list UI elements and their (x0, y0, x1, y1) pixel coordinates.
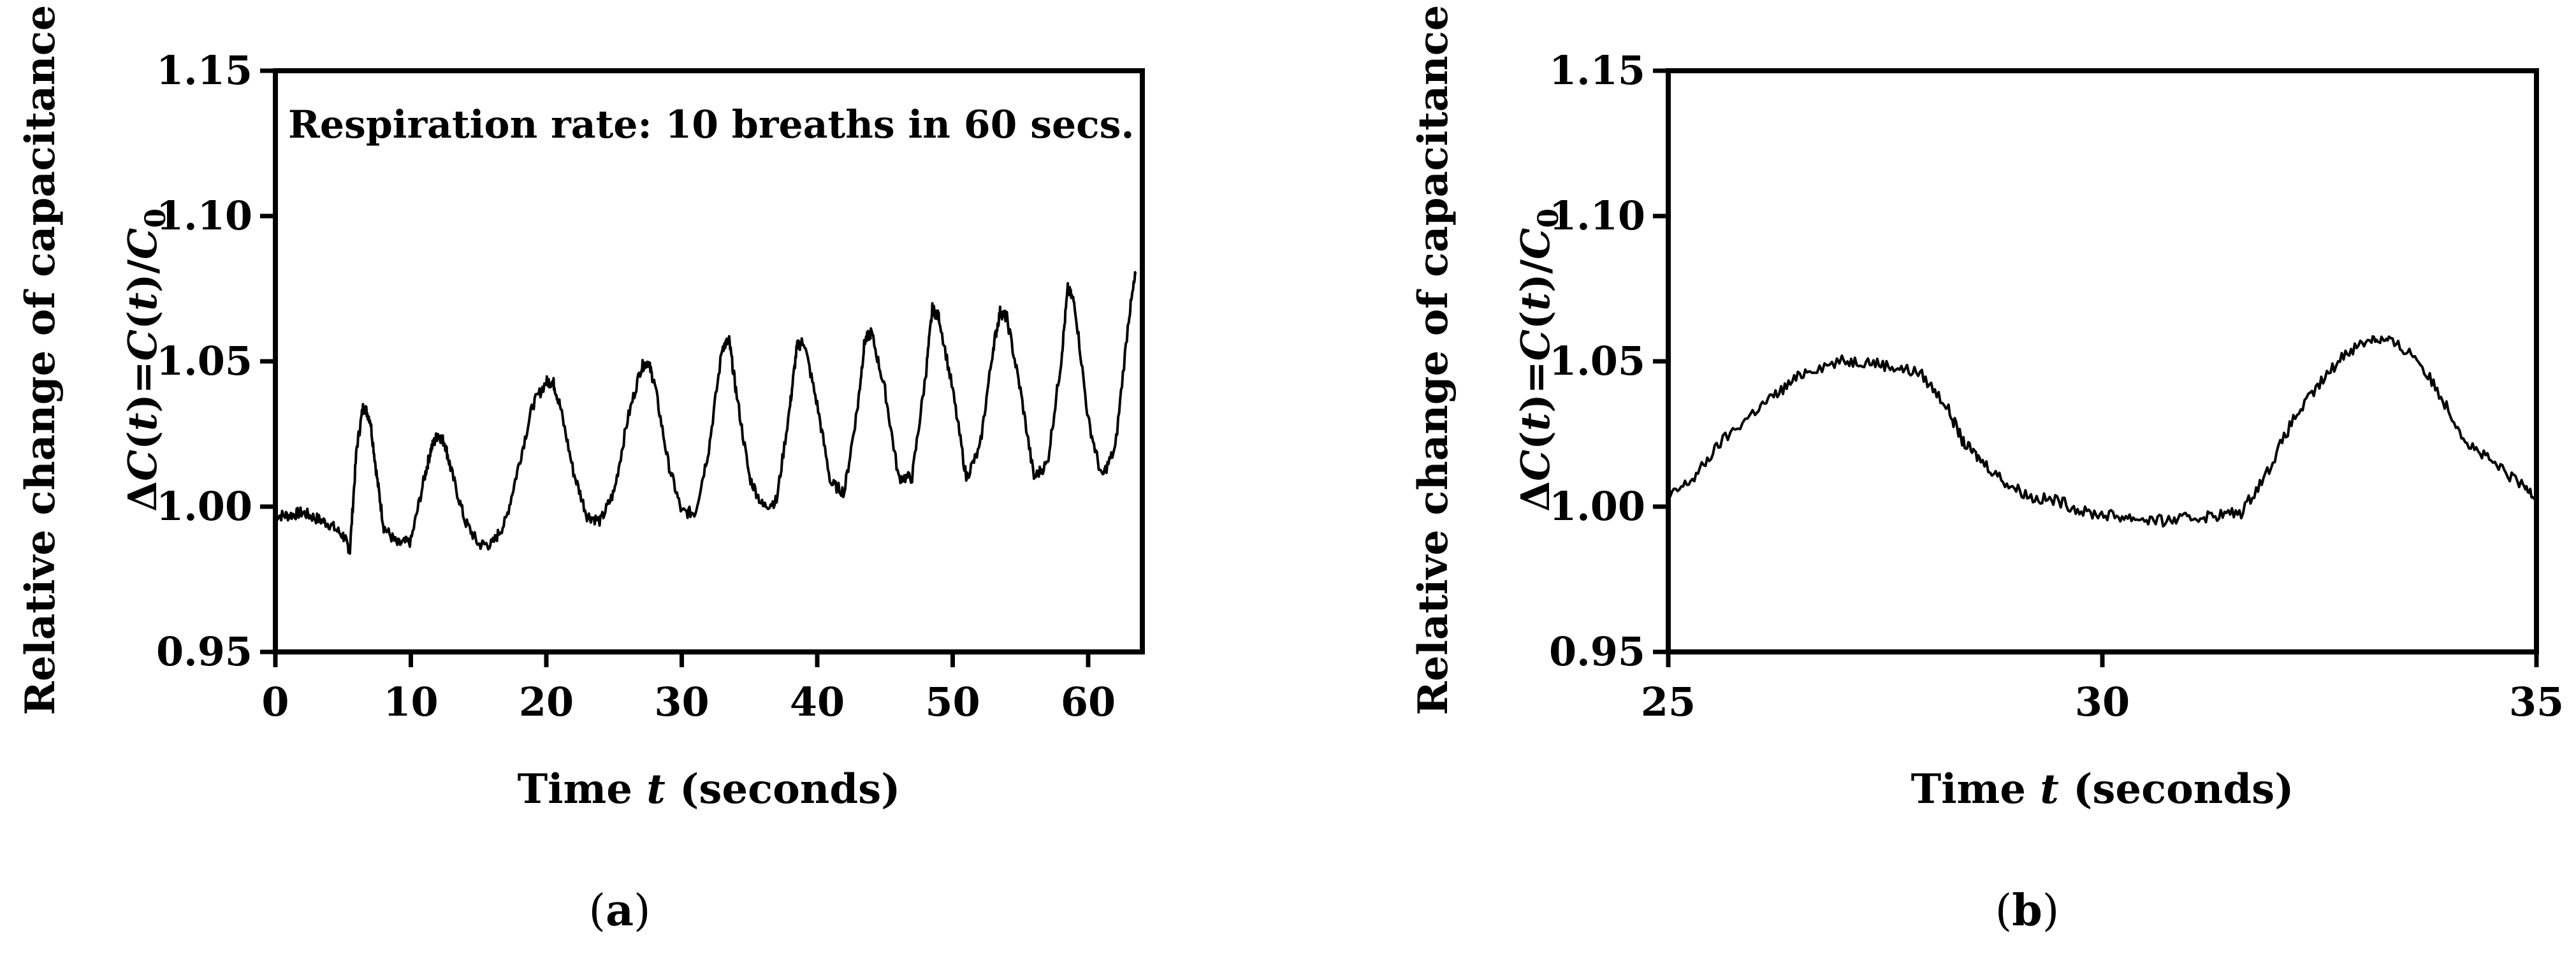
panel-a-ylabel-formula: ΔC(t)=C(t)/C0 (119, 208, 172, 512)
panel-b-ylabel-formula-5: )= (1512, 361, 1559, 412)
panel-b-xlabel-1: Time (1911, 765, 2041, 813)
panel-a-xtick-label: 30 (654, 679, 709, 725)
panel-a-annotation: Respiration rate: 10 breaths in 60 secs. (288, 103, 1134, 147)
panel-a-xtick-label: 20 (519, 679, 574, 725)
panel-a-ylabel-formula-10: C (119, 228, 166, 259)
panel-b-label-2: b (2012, 885, 2042, 936)
panel-a-xtick-label: 60 (1061, 679, 1116, 725)
panel-a-xtick-label: 50 (925, 679, 980, 725)
panel-b-ytick-label: 1.05 (1549, 338, 1645, 384)
panel-a-xtick-label: 0 (261, 679, 289, 725)
panel-b-ytick-label: 0.95 (1549, 628, 1645, 675)
panel-b-ylabel-formula-11: 0 (1532, 208, 1565, 228)
panel-b-ylabel-formula-2: C (1512, 450, 1559, 481)
panel-b-ytick-label: 1.10 (1549, 192, 1645, 239)
panel-a-label-1: ( (588, 886, 606, 936)
panel-b-x-ticks: 25 30 35 (1641, 652, 2564, 725)
panel-a-ytick-label: 1.15 (156, 47, 252, 94)
panel-a-label: (a) (588, 885, 650, 936)
panel-a-label-3: ) (634, 886, 651, 936)
panel-b: 0.95 1.00 1.05 1.10 1.15 25 30 35 Relative cha… (1409, 5, 2564, 936)
panel-b-plot-frame (1666, 68, 2539, 654)
panel-b-label-3: ) (2042, 886, 2060, 936)
panel-b-ylabel-formula-7: ( (1512, 311, 1559, 329)
panel-b-ylabel: Relative change of capacitance (1409, 5, 1457, 716)
panel-b-ylabel-formula-9: )/ (1512, 259, 1559, 293)
panel-a-xlabel-1: Time (518, 765, 647, 813)
panel-a-ytick-label: 0.95 (156, 628, 252, 675)
panel-b-ytick-label: 1.15 (1549, 47, 1645, 94)
panel-a-y-ticks: 0.95 1.00 1.05 1.10 1.15 (156, 47, 275, 675)
panel-b-label-1: ( (1995, 886, 2012, 936)
panel-b-ylabel-formula: ΔC(t)=C(t)/C0 (1512, 208, 1565, 512)
panel-b-series (1667, 335, 2538, 528)
panel-a-ylabel-formula-9: )/ (119, 259, 166, 293)
panel-a: 0.95 1.00 1.05 1.10 1.15 0 10 20 30 40 50 60 Respi… (17, 5, 1145, 936)
panel-a-ylabel-formula-11: 0 (140, 208, 172, 228)
panel-b-xlabel-2: t (2040, 765, 2059, 813)
panel-a-xtick-label: 10 (383, 679, 438, 725)
panel-b-ylabel-formula-1: Δ (1512, 481, 1559, 512)
panel-b-series-line (1667, 335, 2538, 528)
panel-a-xtick-label: 40 (790, 679, 845, 725)
panel-a-ylabel-formula-7: ( (119, 311, 166, 329)
panel-a-ylabel-formula-2: C (119, 450, 166, 481)
panel-b-ylabel-formula-8: t (1512, 293, 1559, 311)
panel-b-xlabel-3: (seconds) (2059, 765, 2294, 813)
panel-a-ylabel: Relative change of capacitance (17, 5, 64, 716)
panel-a-ytick-label: 1.00 (156, 483, 252, 530)
panel-a-plot-frame (273, 68, 1145, 654)
panel-b-ylabel-formula-6: C (1512, 329, 1559, 361)
panel-a-ylabel-formula-1: Δ (119, 481, 166, 512)
panel-b-ytick-label: 1.00 (1549, 483, 1645, 530)
panel-a-series-line (274, 271, 1137, 555)
panel-b-xtick-label: 25 (1641, 679, 1696, 725)
panel-a-ylabel-formula-5: )= (119, 361, 166, 412)
panel-b-ylabel-formula-4: t (1512, 412, 1559, 431)
panel-b-xlabel: Time t (seconds) (1911, 765, 2294, 813)
panel-a-ylabel-formula-3: ( (119, 431, 166, 449)
panel-a-ylabel-formula-6: C (119, 329, 166, 361)
panel-a-xlabel-2: t (646, 765, 666, 813)
panel-b-xtick-label: 35 (2509, 679, 2564, 725)
panel-a-xlabel-3: (seconds) (666, 765, 901, 813)
panel-a-x-ticks: 0 10 20 30 40 50 60 (261, 652, 1116, 725)
panel-b-xtick-label: 30 (2075, 679, 2130, 725)
panel-b-ylabel-formula-10: C (1512, 228, 1559, 259)
panel-b-ylabel-formula-3: ( (1512, 431, 1559, 449)
panel-a-ylabel-formula-8: t (119, 293, 166, 311)
panel-a-ylabel-formula-4: t (119, 412, 166, 431)
panel-a-label-2: a (606, 885, 634, 936)
panel-a-ytick-label: 1.10 (156, 192, 252, 239)
panel-b-y-ticks: 0.95 1.00 1.05 1.10 1.15 (1549, 47, 1668, 675)
panel-b-label: (b) (1995, 885, 2060, 936)
panel-a-series (274, 271, 1137, 555)
panel-a-xlabel: Time t (seconds) (518, 765, 901, 813)
panel-a-ytick-label: 1.05 (156, 338, 252, 384)
